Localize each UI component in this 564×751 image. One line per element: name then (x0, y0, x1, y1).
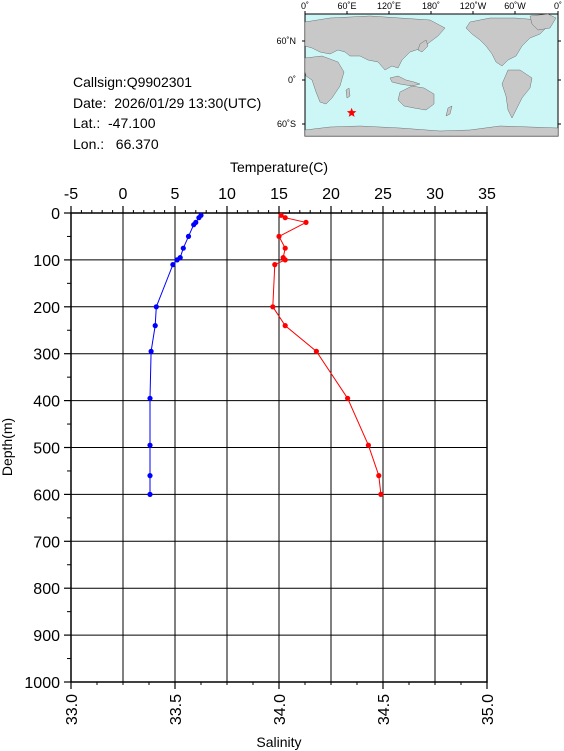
depth-tick-label: 300 (33, 347, 60, 364)
salinity-data-point (270, 304, 276, 310)
float-info: Callsign:Q9902301 Date: 2026/01/29 13:30… (73, 72, 261, 154)
salinity-data-point (365, 442, 371, 448)
salinity-data-point (278, 212, 284, 218)
land-eurasia (304, 15, 446, 71)
map-lon-label: 60˚E (337, 1, 356, 11)
latitude-label: Lat.: -47.100 (73, 115, 156, 131)
temperature-tick-label: 20 (322, 186, 340, 203)
salinity-tick-label: 35.0 (480, 694, 497, 725)
land-madagascar (345, 87, 351, 99)
salinity-data-point (282, 215, 288, 221)
salinity-data-point (376, 473, 382, 479)
salinity-data-point (276, 233, 282, 239)
date-label: Date: 2026/01/29 13:30(UTC) (73, 94, 262, 111)
temperature-data-point (191, 222, 197, 228)
longitude-label: Lon.: 66.370 (73, 135, 159, 152)
salinity-data-point (282, 257, 288, 263)
salinity-data-point (282, 245, 288, 251)
float-location-star-icon (346, 107, 357, 117)
temperature-data-point (147, 442, 153, 448)
depth-tick-label: 700 (33, 534, 60, 551)
salinity-data-point (378, 491, 384, 497)
salinity-tick-label: 34.5 (376, 694, 393, 725)
temperature-data-point (196, 215, 202, 221)
salinity-data-point (313, 348, 319, 354)
temperature-tick-label: 5 (171, 186, 180, 203)
map-lon-label: 0˚ (554, 1, 562, 11)
temperature-tick-label: 10 (218, 186, 236, 203)
salinity-data-point (282, 323, 288, 329)
map-land (304, 13, 559, 137)
map-lat-label: 60˚S (277, 119, 296, 129)
temperature-data-point (180, 245, 186, 251)
depth-tick-label: 0 (51, 206, 60, 223)
land-new-zealand (445, 105, 453, 117)
temperature-tick-label: 30 (426, 186, 444, 203)
temperature-data-point (147, 491, 153, 497)
map-lat-label: 0˚ (288, 75, 296, 85)
temperature-data-point (148, 348, 154, 354)
depth-tick-label: 400 (33, 394, 60, 411)
depth-tick-label: 800 (33, 581, 60, 598)
temperature-data-point (152, 323, 158, 329)
salinity-data-point (272, 262, 278, 268)
salinity-data-point (345, 395, 351, 401)
depth-axis-title: Depth(m) (0, 418, 15, 476)
map-lon-label: 120˚E (377, 1, 401, 11)
depth-tick-label: 500 (33, 441, 60, 458)
map-lon-label: 180˚ (422, 1, 440, 11)
temperature-data-point (147, 395, 153, 401)
map-lon-label: 0˚ (301, 1, 309, 11)
temperature-tick-label: 15 (270, 186, 288, 203)
salinity-profile-line (272, 214, 382, 495)
temperature-axis-title: Temperature(C) (230, 159, 328, 175)
depth-tick-label: 600 (33, 487, 60, 504)
salinity-tick-label: 34.0 (272, 694, 289, 725)
map-lon-label: 120˚W (460, 1, 487, 11)
salinity-axis-title: Salinity (256, 734, 301, 750)
map-lat-label: 60˚N (276, 36, 296, 46)
salinity-tick-label: 33.0 (64, 694, 81, 725)
land-antarctica (304, 125, 559, 137)
temperature-data-point (153, 304, 159, 310)
land-japan (417, 39, 429, 53)
land-greenland (529, 13, 557, 31)
land-africa (304, 55, 345, 105)
temperature-data-point (174, 257, 180, 263)
temperature-tick-label: 25 (374, 186, 392, 203)
depth-tick-label: 100 (33, 253, 60, 270)
callsign-label: Callsign:Q9902301 (73, 74, 193, 90)
land-south-america (501, 69, 533, 119)
land-indonesia (389, 75, 421, 87)
temperature-tick-label: 35 (478, 186, 496, 203)
land-australia (397, 85, 435, 111)
temperature-data-point (170, 262, 176, 268)
depth-tick-label: 1000 (24, 675, 60, 692)
depth-tick-label: 900 (33, 628, 60, 645)
temperature-data-point (185, 233, 192, 239)
salinity-data-point (303, 219, 309, 225)
temperature-tick-label: 0 (119, 186, 128, 203)
salinity-tick-label: 33.5 (168, 694, 185, 725)
temperature-data-point (147, 473, 153, 479)
map-lon-label: 60˚W (504, 1, 526, 11)
depth-tick-label: 200 (33, 300, 60, 317)
temperature-tick-label: -5 (64, 186, 78, 203)
